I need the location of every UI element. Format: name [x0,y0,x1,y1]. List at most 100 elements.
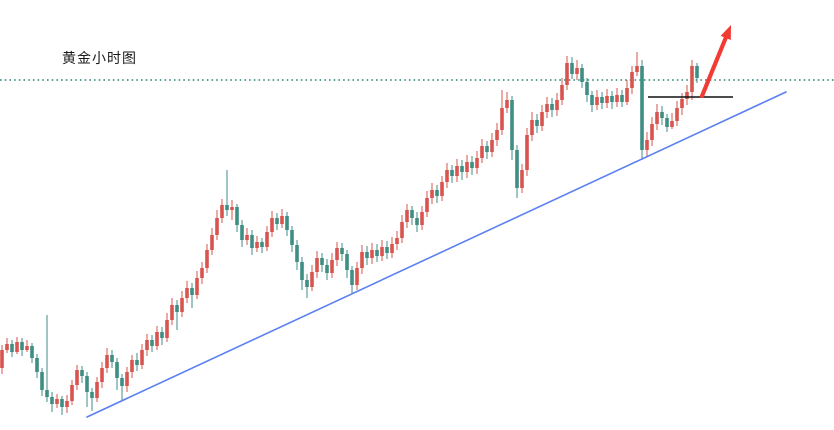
candle [505,92,509,113]
candle [590,91,594,112]
candle [655,104,659,130]
candle [5,338,9,353]
candle [340,243,344,261]
candle [105,348,109,373]
candle [425,191,429,217]
candle [50,392,54,412]
candle [510,96,514,160]
candle [460,160,464,180]
candle [75,365,79,390]
candle [175,300,179,330]
candle [35,354,39,378]
candle [335,242,339,266]
candle [215,210,219,240]
candle [430,183,434,204]
candle [45,315,49,402]
breakout-arrow [699,25,731,99]
candle [610,91,614,109]
candle [200,262,204,284]
candle [255,236,259,252]
candle [160,327,164,345]
candle [305,274,309,298]
candle [240,220,244,247]
candle [25,340,29,352]
candle [570,57,574,79]
candle [285,212,289,236]
ascending-trendline [86,91,787,418]
candle [560,78,564,105]
candle [400,215,404,243]
candle [515,145,519,198]
candle [555,93,559,116]
candle [325,259,329,280]
candle [540,105,544,131]
candle [150,335,154,352]
candle [110,350,114,368]
candle [620,90,624,107]
candle [145,334,149,356]
candle [60,396,64,415]
candle [600,92,604,109]
candle [545,97,549,118]
candle [190,283,194,308]
candle [165,313,169,342]
candle [625,80,629,105]
candle [345,250,349,278]
candle [235,204,239,232]
candle [675,101,679,126]
candle [260,238,264,253]
candle [695,63,699,83]
candle [665,114,669,132]
candle [465,155,469,178]
candle [195,271,199,299]
candle [330,253,334,278]
candle [385,241,389,259]
candle [210,228,214,255]
candle [310,265,314,291]
candle [565,56,569,90]
candle [290,226,294,252]
candle [535,114,539,133]
candle [455,159,459,182]
candle [265,226,269,251]
candle [550,98,554,117]
candle [95,377,99,402]
candle [80,366,84,383]
candle [470,156,474,175]
candle [640,60,644,160]
candle [40,368,44,396]
candle [390,237,394,258]
candle [350,266,354,293]
candle [645,132,649,157]
candle [685,85,689,105]
candle [185,281,189,303]
candle [690,60,694,100]
candle [440,176,444,201]
candle [360,245,364,274]
candle [280,209,284,228]
candle [380,240,384,261]
candle [225,170,229,216]
candle [445,163,449,188]
candle [495,123,499,146]
candle [15,337,19,354]
candle [405,204,409,228]
candle [630,66,634,94]
candle [120,374,124,400]
candle [585,78,589,102]
candle [485,141,489,159]
candle [575,60,579,80]
candle [595,90,599,110]
candle [375,244,379,262]
candle [125,367,129,392]
candle [295,240,299,270]
candle [230,200,234,220]
candle [660,106,664,125]
candle [20,338,24,356]
candle [135,353,139,371]
candle [530,112,534,141]
candle [525,128,529,176]
candle [475,151,479,174]
